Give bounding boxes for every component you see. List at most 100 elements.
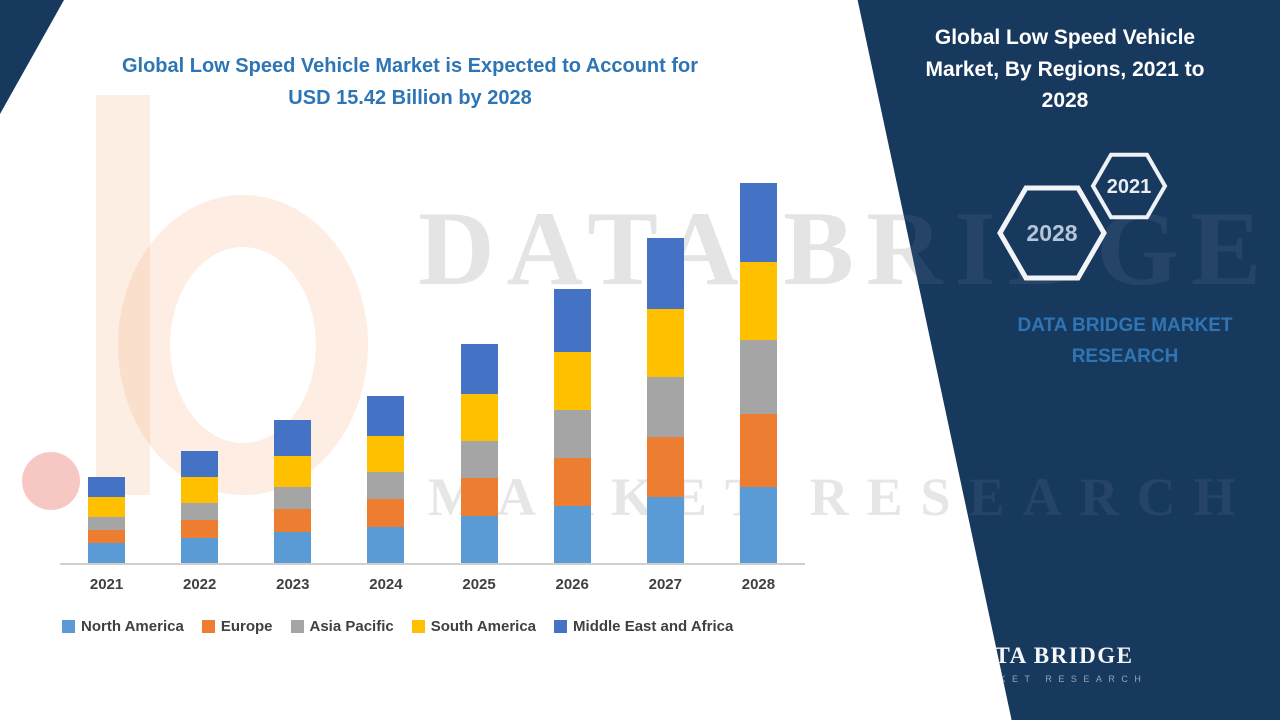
bar-segment-south-america-2021 <box>88 496 126 518</box>
x-axis-labels: 2021 2022 2023 2024 2025 2026 2027 2028 <box>60 576 805 593</box>
legend-swatch-south-america-icon <box>411 620 425 633</box>
legend-item-north-america: North America <box>62 618 184 635</box>
logo-text-block: DATA BRIDGE MARKET RESEARCH <box>960 643 1147 684</box>
bar-segment-south-america-2022 <box>181 476 219 503</box>
legend-item-middle-east-and-africa: Middle East and Africa <box>554 618 733 635</box>
bar-segment-middle-east-and-africa-2022 <box>181 450 219 477</box>
brand-text: DATA BRIDGE MARKET RESEARCH <box>1017 315 1233 368</box>
chart-plot <box>60 175 805 565</box>
logo-hexagon-outline-icon <box>894 633 946 693</box>
watermark-logo-dot <box>22 452 80 510</box>
x-axis-label-2023: 2023 <box>276 576 310 593</box>
logo-name: DATA BRIDGE <box>960 642 1134 668</box>
logo-letter: b <box>911 646 930 683</box>
hexagon-2021-outline-icon <box>1090 152 1168 220</box>
x-axis-label-2026: 2026 <box>555 576 589 593</box>
x-axis-label-2025: 2025 <box>462 576 496 593</box>
logo-orange-dot-icon <box>904 673 912 681</box>
panel-title: Global Low Speed Vehicle Market, By Regi… <box>925 26 1205 112</box>
legend-label-south-america: South America <box>430 618 537 635</box>
bar-segment-asia-pacific-2025 <box>460 441 498 479</box>
stacked-bar-2024 <box>367 395 405 563</box>
bar-segment-middle-east-and-africa-2027 <box>646 237 684 310</box>
bar-segment-south-america-2028 <box>739 262 777 341</box>
bar-segment-europe-2021 <box>88 529 126 544</box>
side-panel: DATA BRIDGE MARKET RESEARCH Global Low S… <box>857 0 1280 720</box>
stacked-bar-2026 <box>553 289 591 563</box>
bar-column-2022 <box>153 175 246 563</box>
legend-label-middle-east-and-africa: Middle East and Africa <box>573 618 734 635</box>
bar-segment-europe-2026 <box>553 458 591 507</box>
bar-segment-north-america-2023 <box>274 532 312 563</box>
chart-legend: North America Europe Asia Pacific South Ame… <box>62 618 862 635</box>
stacked-bar-2022 <box>181 450 219 563</box>
bar-segment-middle-east-and-africa-2023 <box>274 420 312 456</box>
stacked-bar-2025 <box>460 343 498 563</box>
bar-segment-europe-2023 <box>274 508 312 533</box>
bar-column-2027 <box>619 175 712 563</box>
bar-segment-asia-pacific-2026 <box>553 410 591 459</box>
stacked-bar-2027 <box>646 237 684 563</box>
bar-column-2024 <box>339 175 432 563</box>
legend-item-asia-pacific: Asia Pacific <box>290 618 394 635</box>
legend-swatch-north-america-icon <box>62 620 75 633</box>
logo-tagline: MARKET RESEARCH <box>960 673 1148 684</box>
bar-segment-europe-2025 <box>460 478 498 517</box>
hexagon-2028-outline-icon <box>997 185 1107 281</box>
x-axis-label-2021: 2021 <box>89 576 124 593</box>
hexagon-2028: 2028 <box>997 185 1107 281</box>
year-hexagons-graphic: 2021 2028 <box>997 152 1168 281</box>
bar-segment-north-america-2025 <box>460 516 498 563</box>
x-axis-label-2022: 2022 <box>183 576 217 593</box>
x-axis-label-2028: 2028 <box>741 576 776 593</box>
dbmr-logo: b DATA BRIDGE MARKET RESEARCH <box>892 632 1147 694</box>
legend-label-north-america: North America <box>81 618 184 635</box>
bar-segment-asia-pacific-2027 <box>646 377 684 438</box>
bar-segment-middle-east-and-africa-2021 <box>88 476 126 497</box>
legend-label-asia-pacific: Asia Pacific <box>309 618 394 635</box>
bar-segment-north-america-2028 <box>739 486 777 563</box>
hexagon-2028-label: 2028 <box>1026 220 1077 246</box>
bar-segment-north-america-2022 <box>181 538 219 563</box>
headline-line1: Global Low Speed Vehicle Market is Expec… <box>121 55 699 77</box>
bar-segment-asia-pacific-2028 <box>739 340 777 414</box>
legend-item-europe: Europe <box>201 618 273 635</box>
bar-segment-middle-east-and-africa-2025 <box>460 343 498 395</box>
bar-segment-north-america-2027 <box>646 496 684 563</box>
legend-swatch-europe-icon <box>201 620 215 633</box>
stacked-bar-2023 <box>274 420 312 563</box>
bar-segment-asia-pacific-2024 <box>367 471 405 500</box>
bar-segment-south-america-2025 <box>460 394 498 442</box>
x-axis-label-2027: 2027 <box>648 576 682 593</box>
legend-swatch-asia-pacific-icon <box>290 620 304 633</box>
bar-segment-asia-pacific-2022 <box>181 502 219 520</box>
bar-segment-south-america-2026 <box>553 352 591 411</box>
bar-segment-middle-east-and-africa-2026 <box>553 289 591 353</box>
bar-segment-north-america-2026 <box>553 506 591 563</box>
stacked-bar-2021 <box>88 476 126 563</box>
bar-segment-south-america-2023 <box>274 455 312 487</box>
bar-column-2021 <box>60 175 153 563</box>
bar-column-2026 <box>526 175 619 563</box>
bar-column-2023 <box>246 175 339 563</box>
bar-segment-north-america-2024 <box>367 527 405 563</box>
bar-segment-north-america-2021 <box>88 543 126 563</box>
legend-label-europe: Europe <box>220 618 273 635</box>
legend-item-south-america: South America <box>411 618 537 635</box>
page-title: Global Low Speed Vehicle Market is Expec… <box>55 50 765 114</box>
bar-segment-europe-2024 <box>367 499 405 528</box>
x-axis-label-2024: 2024 <box>369 576 403 593</box>
bar-segment-south-america-2024 <box>367 436 405 472</box>
logo-hexagon-icon: b <box>894 633 946 693</box>
headline-line2: USD 15.42 Billion by 2028 <box>288 87 532 109</box>
bar-column-2025 <box>433 175 526 563</box>
legend-swatch-middle-east-and-africa-icon <box>554 620 568 633</box>
bar-segment-europe-2028 <box>739 413 777 487</box>
bar-segment-europe-2022 <box>181 519 219 539</box>
bar-column-2028 <box>712 175 805 563</box>
bar-segment-middle-east-and-africa-2024 <box>367 395 405 437</box>
bar-segment-asia-pacific-2023 <box>274 486 312 509</box>
stacked-bar-2028 <box>739 183 777 563</box>
bar-segment-south-america-2027 <box>646 309 684 378</box>
